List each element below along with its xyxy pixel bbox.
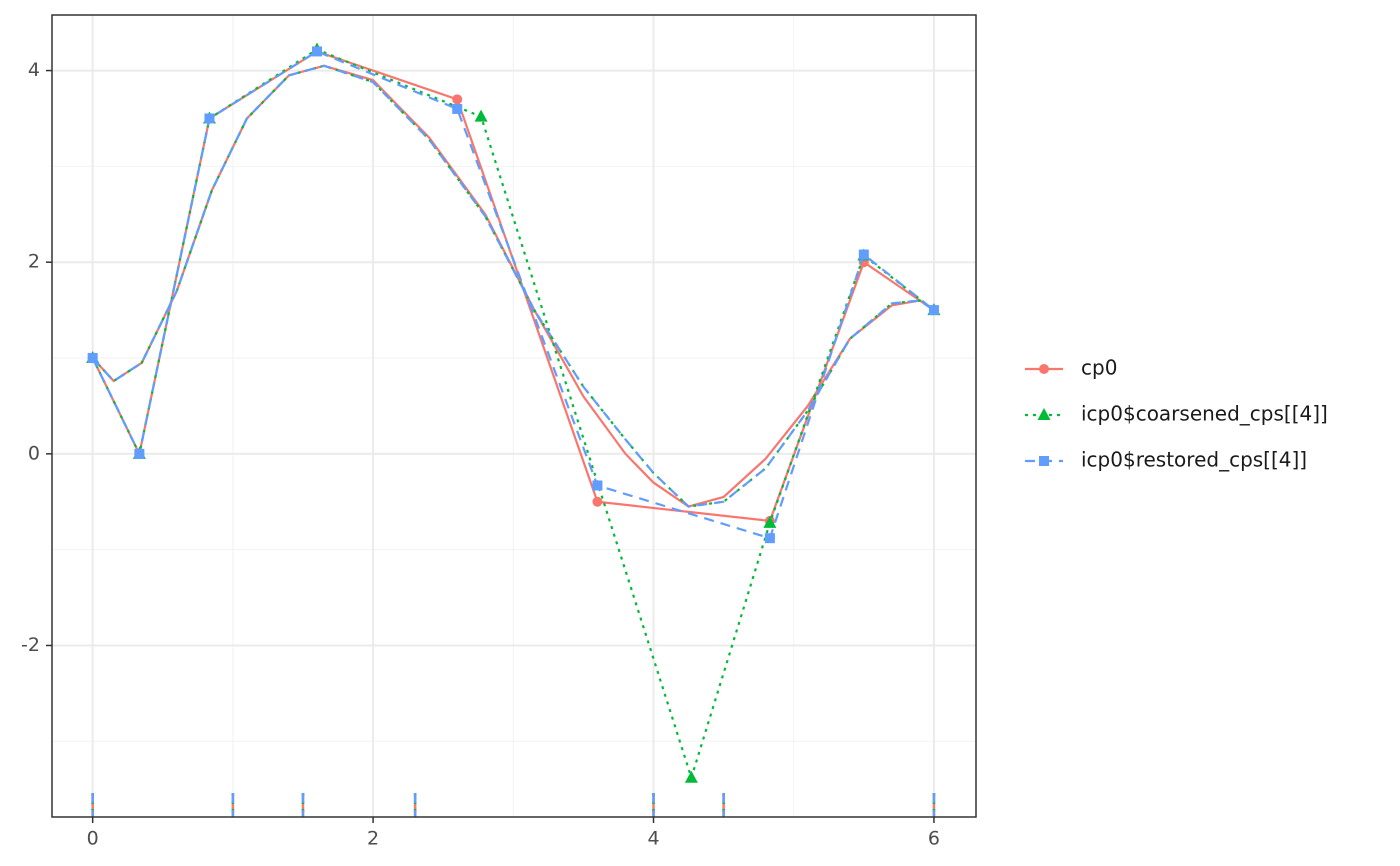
x-tick-label: 0 <box>87 828 99 850</box>
spline-curve <box>91 64 935 508</box>
point <box>764 533 775 544</box>
point <box>204 113 215 124</box>
x-tick-label: 2 <box>367 828 379 850</box>
point <box>312 46 323 57</box>
point <box>134 448 145 459</box>
point <box>763 515 777 528</box>
y-tick-label: 2 <box>28 251 40 273</box>
spline-curve <box>91 64 935 508</box>
point <box>452 103 463 114</box>
panel-border <box>51 14 977 818</box>
point <box>474 109 488 122</box>
point <box>592 496 603 507</box>
x-tick-label: 6 <box>928 828 940 850</box>
x-tick-label: 4 <box>647 828 659 850</box>
panel <box>52 15 976 817</box>
y-tick-label: -2 <box>21 634 40 656</box>
point <box>684 770 698 783</box>
point <box>928 305 939 316</box>
legend-key-marker <box>1037 408 1051 420</box>
legend: cp0 icp0$coarsened_cps[[4]] icp0$restored_… <box>1025 356 1328 472</box>
legend-label: icp0$restored_cps[[4]] <box>1081 448 1307 472</box>
point <box>452 94 463 105</box>
y-tick-label: 4 <box>28 59 40 81</box>
point <box>858 249 869 260</box>
legend-key-marker <box>1039 364 1049 374</box>
point <box>87 353 98 364</box>
legend-key-marker <box>1039 456 1049 466</box>
point <box>592 480 603 491</box>
legend-label: icp0$coarsened_cps[[4]] <box>1081 402 1328 426</box>
legend-label: cp0 <box>1081 356 1117 380</box>
y-tick-label: 0 <box>28 442 40 464</box>
